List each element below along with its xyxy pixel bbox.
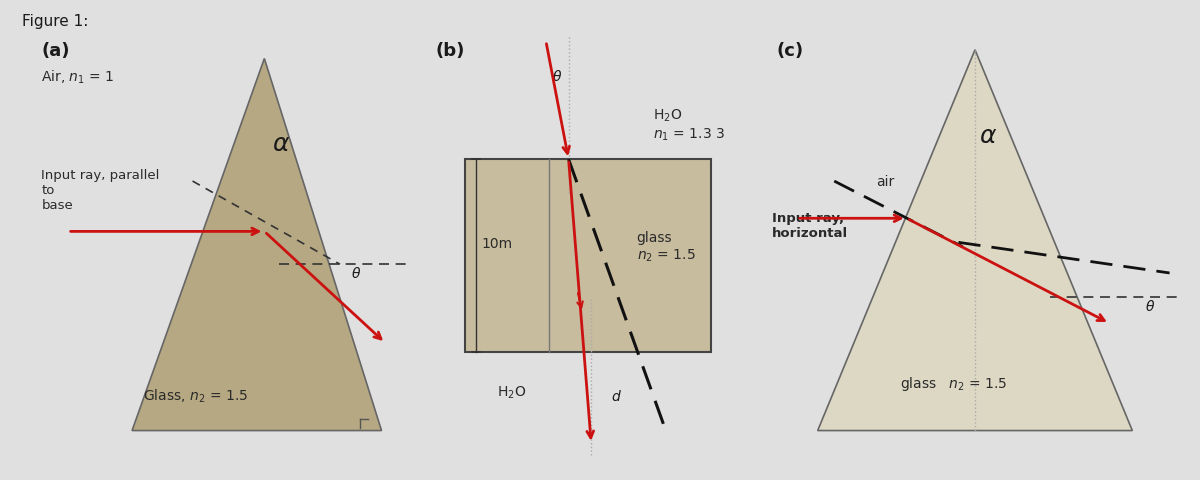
Bar [464, 160, 712, 352]
Text: Figure 1:: Figure 1: [22, 14, 88, 29]
Text: H$_2$O
$n_1$ = 1.3 3: H$_2$O $n_1$ = 1.3 3 [653, 108, 725, 143]
Text: Input ray,
horizontal: Input ray, horizontal [772, 211, 848, 240]
Text: $\theta$: $\theta$ [1145, 299, 1154, 313]
Text: $\theta$: $\theta$ [352, 266, 361, 281]
Polygon shape [132, 60, 382, 431]
Text: $\alpha$: $\alpha$ [979, 123, 997, 147]
Text: (c): (c) [776, 42, 804, 60]
Text: Glass, $n_2$ = 1.5: Glass, $n_2$ = 1.5 [144, 387, 248, 405]
Text: $\alpha$: $\alpha$ [272, 132, 290, 156]
Text: Input ray, parallel
to
base: Input ray, parallel to base [41, 168, 160, 212]
Text: H$_2$O: H$_2$O [497, 384, 527, 400]
Text: 10m: 10m [481, 236, 512, 250]
Text: (a): (a) [41, 42, 70, 60]
Text: $d$: $d$ [611, 388, 622, 403]
Text: $\theta$: $\theta$ [552, 69, 563, 84]
Text: glass   $n_2$ = 1.5: glass $n_2$ = 1.5 [900, 374, 1008, 392]
Text: (b): (b) [436, 42, 466, 60]
Text: glass
$n_2$ = 1.5: glass $n_2$ = 1.5 [637, 231, 695, 264]
Polygon shape [817, 51, 1133, 431]
Text: air: air [876, 175, 894, 189]
Text: Air, $n_1$ = 1: Air, $n_1$ = 1 [41, 68, 115, 85]
